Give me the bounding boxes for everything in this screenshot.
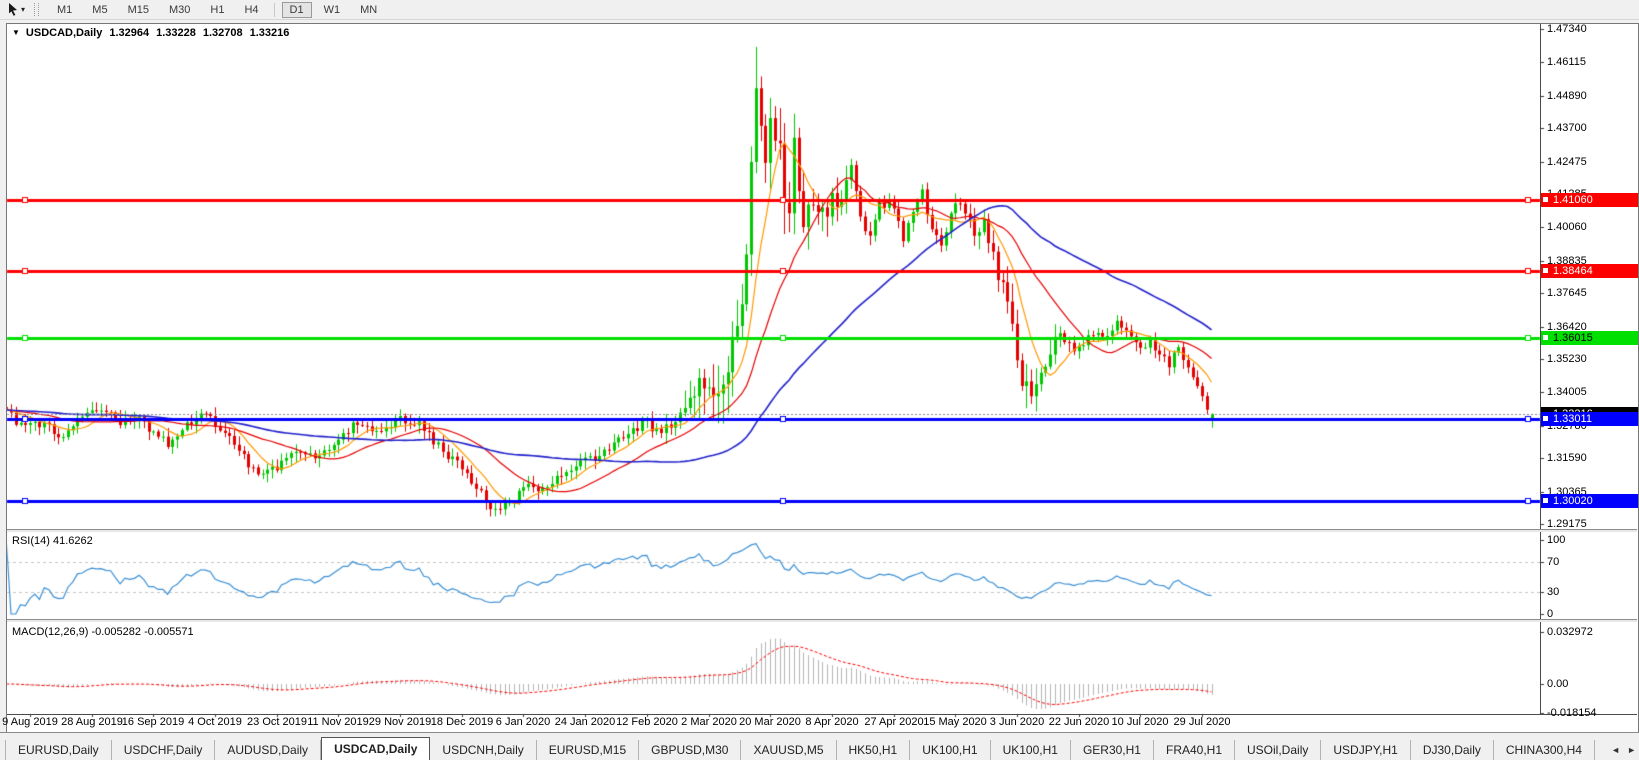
date-tick-label: 6 Jan 2020: [495, 716, 551, 728]
symbol-tab-usdchf-daily[interactable]: USDCHF,Daily: [112, 740, 216, 760]
price-tick-label: 1.29175: [1547, 518, 1587, 530]
price-tick-label: 1.36420: [1547, 321, 1587, 333]
symbol-tab-usoil-h[interactable]: USOil,H: [1595, 740, 1605, 760]
date-tick-label: 28 Aug 2019: [61, 716, 123, 728]
date-tick-label: 8 Apr 2020: [805, 716, 859, 728]
price-axis-line: [1540, 24, 1541, 714]
rsi-scale-label: 70: [1547, 556, 1560, 568]
date-tick-label: 9 Aug 2019: [2, 716, 58, 728]
tag-anchor-square: [1543, 197, 1548, 202]
pane-splitter-macd[interactable]: [7, 619, 1637, 622]
date-tick-label: 18 Dec 2019: [430, 716, 494, 728]
tab-scroll-left-button[interactable]: ◄: [1611, 745, 1621, 755]
ohlc-open: 1.32964: [109, 27, 150, 39]
date-tick-label: 12 Feb 2020: [616, 716, 678, 728]
date-tick-label: 2 Mar 2020: [681, 716, 737, 728]
symbol-tab-bar: EURUSD,Daily USDCHF,Daily AUDUSD,Daily USDC…: [0, 732, 1639, 760]
ohlc-close: 1.33216: [249, 27, 290, 39]
date-tick-label: 11 Nov 2019: [307, 716, 369, 728]
symbol-tab-eurusd-daily[interactable]: EURUSD,Daily: [5, 740, 112, 760]
date-tick-label: 3 Jun 2020: [989, 716, 1045, 728]
date-tick-label: 4 Oct 2019: [188, 716, 242, 728]
symbol-tab-ger30-h1[interactable]: GER30,H1: [1071, 740, 1154, 760]
symbol-tab-strip: EURUSD,Daily USDCHF,Daily AUDUSD,Daily USDC…: [5, 737, 1605, 760]
chart-collapse-icon[interactable]: ▼: [12, 28, 20, 37]
date-tick-label: 22 Jun 2020: [1048, 716, 1110, 728]
hline-price-tag: 1.36015: [1541, 331, 1638, 345]
date-tick-label: 29 Jul 2020: [1173, 716, 1231, 728]
macd-indicator-label: MACD(12,26,9) -0.005282 -0.005571: [12, 626, 194, 638]
price-tick-label: 1.46115: [1547, 56, 1586, 68]
tag-anchor-square: [1543, 416, 1548, 421]
date-tick-label: 29 Nov 2019: [368, 716, 432, 728]
hline-price-tag: 1.38464: [1541, 264, 1638, 278]
price-tick-label: 1.37645: [1547, 287, 1587, 299]
pane-splitter-rsi[interactable]: [7, 529, 1637, 532]
hline-price-tag: 1.41060: [1541, 193, 1638, 207]
price-tick-label: 1.34005: [1547, 386, 1587, 398]
date-tick-label: 24 Jan 2020: [554, 716, 616, 728]
symbol-tab-usdjpy-h1[interactable]: USDJPY,H1: [1321, 740, 1411, 760]
symbol-tab-fra40-h1[interactable]: FRA40,H1: [1154, 740, 1236, 760]
hline-price-tag: 1.30020: [1541, 494, 1638, 508]
rsi-scale-label: 0: [1547, 608, 1554, 620]
price-tick-label: 1.47340: [1547, 23, 1587, 35]
symbol-tab-uk100-h1[interactable]: UK100,H1: [991, 740, 1071, 760]
symbol-tab-gbpusd-m30[interactable]: GBPUSD,M30: [639, 740, 742, 760]
symbol-tab-eurusd-m15[interactable]: EURUSD,M15: [537, 740, 640, 760]
tag-anchor-square: [1543, 268, 1548, 273]
tab-scroll-buttons: ◄ ►: [1611, 745, 1636, 755]
price-tick-label: 1.35230: [1547, 353, 1587, 365]
tab-scroll-right-button[interactable]: ►: [1627, 745, 1636, 755]
date-tick-label: 16 Sep 2019: [121, 716, 185, 728]
hline-price-tag: 1.33011: [1541, 412, 1638, 426]
symbol-tab-hk50-h1[interactable]: HK50,H1: [837, 740, 911, 760]
symbol-tab-uk100-h1[interactable]: UK100,H1: [910, 740, 991, 760]
symbol-tab-usdcnh-daily[interactable]: USDCNH,Daily: [430, 740, 537, 760]
date-tick-label: 20 Mar 2020: [739, 716, 801, 728]
date-tick-label: 10 Jul 2020: [1111, 716, 1169, 728]
tag-anchor-square: [1543, 498, 1548, 503]
rsi-indicator-label: RSI(14) 41.6262: [12, 535, 93, 547]
symbol-tab-usdcad-daily[interactable]: USDCAD,Daily: [321, 737, 431, 760]
date-tick-label: 15 May 2020: [923, 716, 987, 728]
symbol-tab-xauusd-m5[interactable]: XAUUSD,M5: [741, 740, 837, 760]
tag-anchor-square: [1543, 335, 1548, 340]
price-tick-label: 1.44890: [1547, 90, 1587, 102]
macd-scale-label: -0.018154: [1547, 707, 1597, 719]
price-tick-label: 1.43700: [1547, 122, 1587, 134]
price-tick-label: 1.42475: [1547, 156, 1587, 168]
time-axis-line: [7, 714, 1637, 715]
symbol-tab-china300-h4[interactable]: CHINA300,H4: [1494, 740, 1595, 760]
macd-scale-label: 0.00: [1547, 678, 1569, 690]
ohlc-high: 1.33228: [156, 27, 196, 39]
symbol-tab-dj30-daily[interactable]: DJ30,Daily: [1411, 740, 1494, 760]
symbol-tab-audusd-daily[interactable]: AUDUSD,Daily: [215, 740, 322, 760]
price-tick-label: 1.31590: [1547, 452, 1587, 464]
ohlc-low: 1.32708: [202, 27, 243, 39]
rsi-scale-label: 30: [1547, 586, 1560, 598]
rsi-scale-label: 100: [1547, 534, 1566, 546]
macd-scale-label: 0.032972: [1547, 626, 1593, 638]
chart-symbol-period: USDCAD,Daily: [25, 27, 103, 39]
price-tick-label: 1.40060: [1547, 221, 1587, 233]
chart-title: ▼ USDCAD,Daily 1.32964 1.33228 1.32708 1.3321…: [12, 27, 289, 39]
symbol-tab-usoil-daily[interactable]: USOil,Daily: [1235, 740, 1322, 760]
date-tick-label: 23 Oct 2019: [247, 716, 307, 728]
date-tick-label: 27 Apr 2020: [864, 716, 924, 728]
